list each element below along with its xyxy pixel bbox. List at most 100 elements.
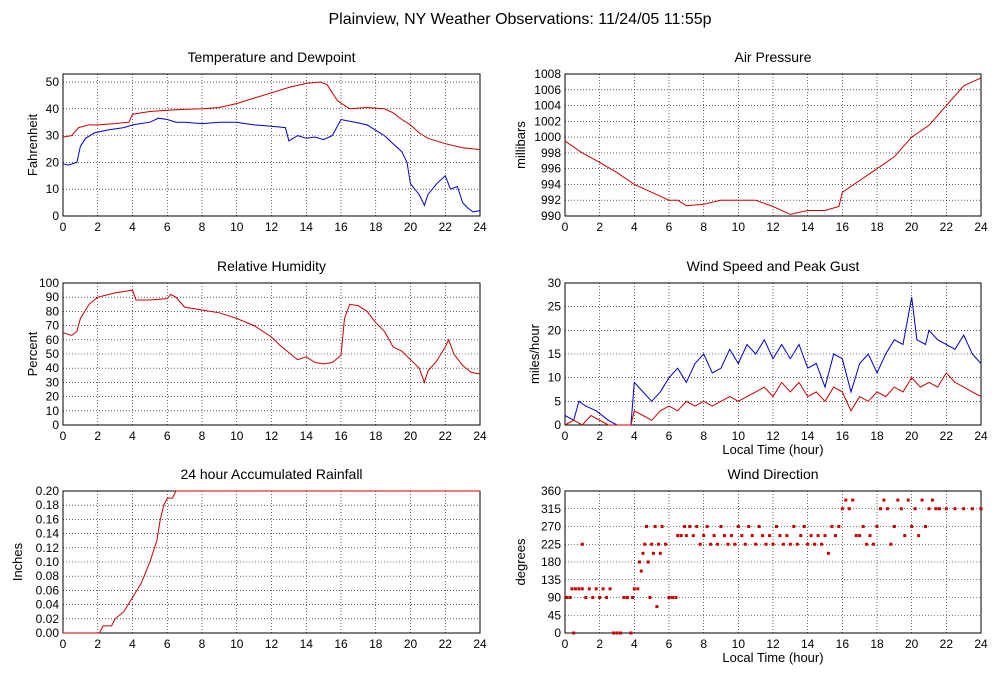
- data-point: [934, 507, 938, 511]
- data-point: [577, 587, 581, 591]
- page-title: Plainview, NY Weather Observations: 11/2…: [328, 11, 711, 28]
- x-tick-label: 0: [562, 637, 569, 651]
- data-point: [650, 542, 654, 546]
- y-tick-label: 30: [46, 129, 60, 143]
- x-tick-label: 10: [230, 637, 244, 651]
- x-tick-label: 8: [199, 429, 206, 443]
- data-point: [570, 587, 574, 591]
- data-point: [565, 596, 569, 599]
- data-point: [688, 525, 692, 528]
- x-tick-label: 6: [666, 637, 673, 651]
- chart-title: Relative Humidity: [217, 258, 326, 274]
- data-point: [622, 596, 626, 599]
- data-point: [591, 596, 595, 599]
- data-point: [667, 596, 671, 599]
- chart-title: Wind Direction: [727, 466, 818, 482]
- y-tick-label: 0.10: [36, 555, 60, 569]
- data-point: [910, 525, 914, 528]
- data-point: [830, 525, 834, 528]
- x-tick-label: 0: [60, 220, 67, 234]
- data-point: [875, 525, 879, 528]
- x-tick-label: 14: [300, 220, 314, 234]
- series-red-points: [565, 498, 983, 635]
- x-tick-label: 16: [836, 220, 850, 234]
- x-tick-label: 4: [631, 429, 638, 443]
- data-point: [899, 507, 903, 511]
- x-tick-label: 4: [129, 429, 136, 443]
- y-tick-label: 270: [541, 520, 561, 534]
- data-point: [778, 534, 782, 538]
- data-point: [648, 596, 652, 599]
- data-point: [573, 587, 577, 591]
- x-tick-label: 0: [562, 220, 569, 234]
- data-point: [695, 525, 699, 528]
- y-tick-label: 0.12: [36, 541, 60, 555]
- x-tick-label: 8: [700, 637, 707, 651]
- data-point: [944, 507, 948, 511]
- series-line-blue: [62, 117, 481, 213]
- x-tick-label: 22: [439, 637, 453, 651]
- data-point: [638, 560, 642, 564]
- data-point: [851, 498, 855, 502]
- data-point: [722, 534, 726, 538]
- x-tick-label: 12: [766, 220, 780, 234]
- y-tick-label: 0.04: [36, 598, 60, 612]
- x-tick-label: 10: [732, 429, 746, 443]
- y-tick-label: 20: [548, 323, 562, 337]
- y-tick-label: 0.20: [36, 484, 60, 498]
- x-tick-label: 0: [60, 429, 67, 443]
- chart-title: 24 hour Accumulated Rainfall: [180, 466, 362, 482]
- data-point: [660, 525, 664, 528]
- x-tick-label: 6: [164, 220, 171, 234]
- data-point: [631, 596, 635, 599]
- y-tick-label: 0: [554, 418, 561, 432]
- x-tick-label: 18: [369, 220, 383, 234]
- x-tick-label: 20: [404, 429, 418, 443]
- y-tick-label: 992: [541, 193, 561, 207]
- data-point: [799, 534, 803, 538]
- x-tick-label: 16: [334, 429, 348, 443]
- y-tick-label: 1006: [534, 83, 561, 97]
- data-point: [816, 534, 820, 538]
- data-point: [868, 534, 872, 538]
- y-tick-label: 996: [541, 162, 561, 176]
- data-point: [924, 525, 928, 528]
- x-tick-label: 22: [940, 429, 954, 443]
- data-point: [698, 542, 702, 546]
- x-tick-label: 16: [334, 637, 348, 651]
- data-point: [653, 525, 657, 528]
- data-point: [903, 534, 907, 538]
- x-tick-label: 10: [230, 429, 244, 443]
- data-point: [896, 498, 900, 502]
- plot-frame: [62, 73, 481, 217]
- x-tick-label: 2: [596, 637, 603, 651]
- series-line-red: [564, 77, 982, 215]
- data-point: [641, 551, 645, 555]
- x-tick-label: 2: [596, 220, 603, 234]
- data-point: [719, 525, 723, 528]
- data-point: [750, 534, 754, 538]
- data-point: [872, 542, 876, 546]
- y-tick-label: 5: [554, 394, 561, 408]
- x-tick-label: 0: [562, 429, 569, 443]
- data-point: [854, 534, 858, 538]
- data-point: [768, 534, 772, 538]
- x-tick-label: 6: [666, 429, 673, 443]
- data-point: [643, 542, 647, 546]
- data-point: [618, 631, 622, 635]
- y-tick-label: 1008: [534, 67, 561, 81]
- x-tick-label: 12: [265, 637, 279, 651]
- x-tick-label: 12: [766, 637, 780, 651]
- x-tick-label: 18: [870, 429, 884, 443]
- y-tick-label: 25: [548, 300, 562, 314]
- data-point: [861, 525, 865, 528]
- data-point: [684, 534, 688, 538]
- data-point: [587, 587, 591, 591]
- data-point: [795, 542, 799, 546]
- data-point: [594, 587, 598, 591]
- data-point: [580, 542, 584, 546]
- y-tick-label: 60: [46, 333, 60, 347]
- data-point: [882, 498, 886, 502]
